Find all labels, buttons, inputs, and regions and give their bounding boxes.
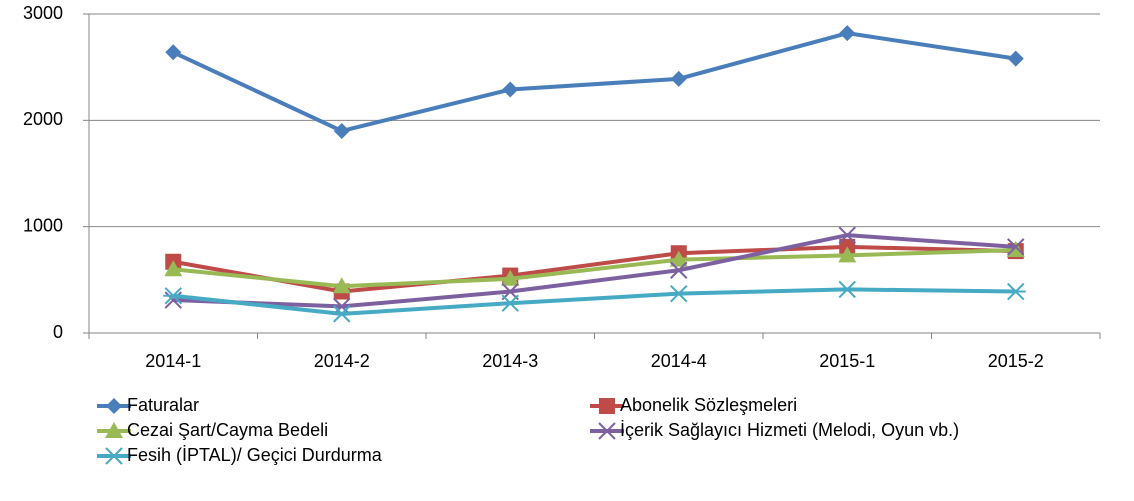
legend-item: Faturalar bbox=[97, 395, 199, 415]
x-tick-label: 2015-2 bbox=[988, 351, 1044, 371]
marker bbox=[332, 277, 351, 294]
marker bbox=[500, 294, 521, 312]
marker bbox=[598, 422, 616, 440]
series-line bbox=[172, 31, 1017, 133]
legend-label: Faturalar bbox=[127, 395, 199, 415]
marker bbox=[331, 305, 352, 323]
marker bbox=[1007, 238, 1025, 256]
marker bbox=[333, 122, 350, 139]
x-tick-label: 2014-3 bbox=[482, 351, 538, 371]
legend-item: Cezai Şart/Cayma Bedeli bbox=[97, 420, 328, 440]
marker bbox=[1007, 50, 1024, 67]
legend-item: Abonelik Sözleşmeleri bbox=[590, 395, 797, 415]
marker bbox=[670, 261, 688, 279]
marker bbox=[669, 250, 688, 267]
y-tick-label: 1000 bbox=[23, 215, 63, 235]
marker bbox=[502, 81, 519, 98]
legend-item: İçerik Sağlayıcı Hizmeti (Melodi, Oyun v… bbox=[590, 420, 959, 440]
y-tick-label: 3000 bbox=[23, 3, 63, 23]
marker bbox=[104, 447, 124, 465]
x-tick-label: 2014-2 bbox=[314, 351, 370, 371]
series-line bbox=[173, 248, 1016, 289]
series-line bbox=[172, 244, 1016, 294]
marker bbox=[670, 70, 687, 87]
marker bbox=[1006, 241, 1025, 258]
marker bbox=[106, 398, 122, 414]
x-tick-label: 2014-1 bbox=[145, 351, 201, 371]
legend-label: İçerik Sağlayıcı Hizmeti (Melodi, Oyun v… bbox=[620, 420, 959, 440]
legend-item: Fesih (İPTAL)/ Geçici Durdurma bbox=[97, 445, 383, 465]
y-tick-label: 0 bbox=[53, 322, 63, 342]
marker bbox=[837, 280, 858, 299]
legend-label: Cezai Şart/Cayma Bedeli bbox=[127, 420, 328, 440]
series-line bbox=[173, 233, 1016, 309]
x-tick-label: 2015-1 bbox=[819, 351, 875, 371]
y-tick-label: 2000 bbox=[23, 109, 63, 129]
legend-label: Abonelik Sözleşmeleri bbox=[620, 395, 797, 415]
marker bbox=[165, 44, 182, 61]
marker bbox=[668, 284, 689, 303]
marker bbox=[599, 398, 615, 414]
x-tick-label: 2014-4 bbox=[651, 351, 707, 371]
series-line bbox=[173, 287, 1016, 316]
marker bbox=[163, 287, 184, 305]
marker bbox=[105, 422, 123, 438]
marker bbox=[1005, 282, 1026, 301]
marker bbox=[839, 25, 856, 42]
legend-label: Fesih (İPTAL)/ Geçici Durdurma bbox=[127, 445, 383, 465]
marker bbox=[838, 246, 857, 263]
marker bbox=[501, 269, 520, 286]
marker bbox=[838, 226, 856, 244]
marker bbox=[164, 260, 183, 277]
